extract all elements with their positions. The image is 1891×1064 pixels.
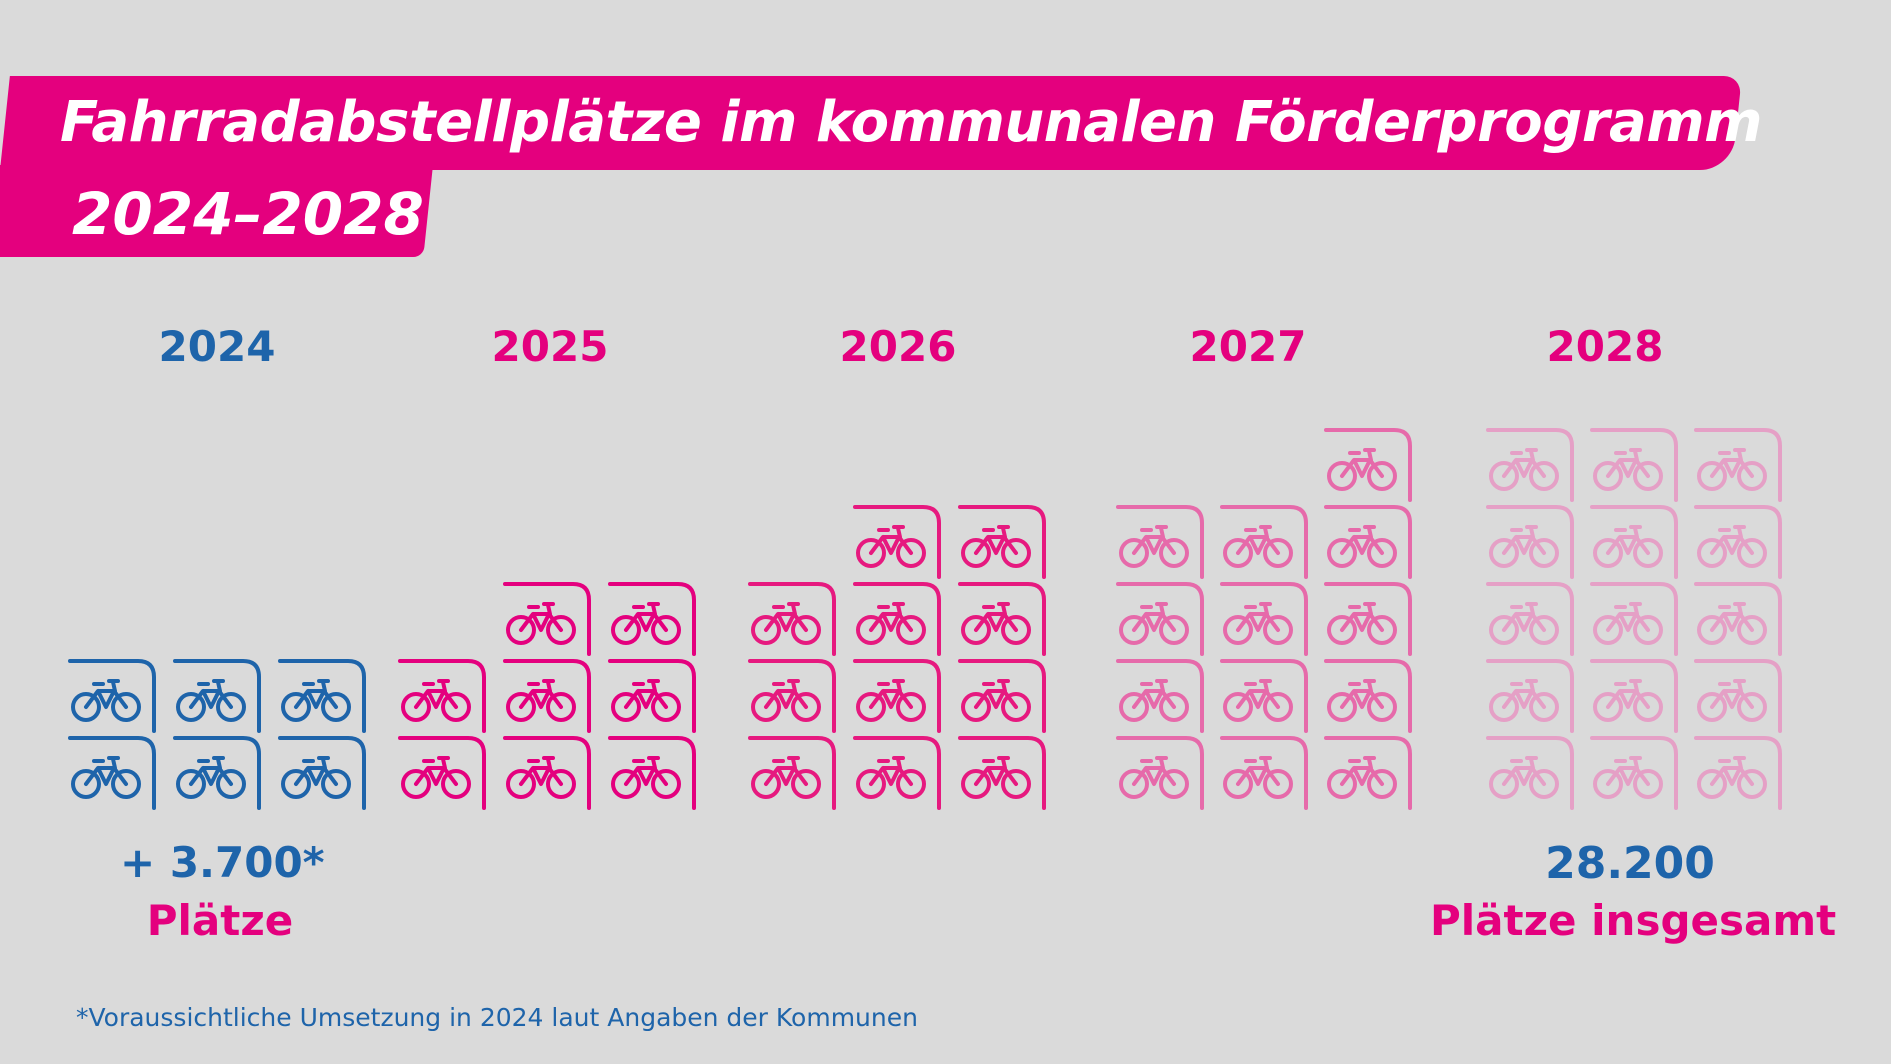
bike-parking-icon [1590, 428, 1678, 502]
bike-parking-icon [958, 582, 1046, 656]
bike-parking-icon [1324, 582, 1412, 656]
bike-parking-icon [1116, 659, 1204, 733]
first-year-value: + 3.700* [120, 838, 325, 887]
bike-parking-icon [1220, 736, 1308, 810]
bike-parking-icon [1220, 505, 1308, 579]
bike-parking-icon [748, 659, 836, 733]
footnote: *Voraussichtliche Umsetzung in 2024 laut… [76, 1003, 918, 1032]
year-label-2024: 2024 [158, 322, 276, 371]
bike-parking-icon [853, 505, 941, 579]
bike-parking-icon [1694, 505, 1782, 579]
bike-parking-icon [1590, 659, 1678, 733]
bike-parking-icon [748, 736, 836, 810]
bike-parking-icon [1116, 582, 1204, 656]
bike-parking-icon [1694, 582, 1782, 656]
bike-parking-icon [278, 736, 366, 810]
bike-parking-icon [853, 736, 941, 810]
bike-parking-icon [958, 736, 1046, 810]
bike-parking-icon [853, 582, 941, 656]
bike-parking-icon [503, 736, 591, 810]
year-label-2028: 2028 [1546, 322, 1664, 371]
bike-parking-icon [1220, 582, 1308, 656]
bike-parking-icon [853, 659, 941, 733]
bike-parking-icon [1324, 659, 1412, 733]
bike-parking-icon [68, 736, 156, 810]
bike-parking-icon [608, 582, 696, 656]
bike-parking-icon [1116, 736, 1204, 810]
bike-parking-icon [1694, 736, 1782, 810]
bike-parking-icon [1590, 736, 1678, 810]
total-value: 28.200 [1545, 838, 1715, 889]
bike-parking-icon [1590, 505, 1678, 579]
year-label-2027: 2027 [1189, 322, 1307, 371]
bike-parking-icon [1486, 582, 1574, 656]
bike-parking-icon [1486, 736, 1574, 810]
bike-parking-icon [958, 505, 1046, 579]
bike-parking-icon [398, 736, 486, 810]
bike-parking-icon [278, 659, 366, 733]
bike-parking-icon [1220, 659, 1308, 733]
bike-parking-icon [608, 736, 696, 810]
bike-parking-icon [1486, 659, 1574, 733]
bike-parking-icon [1486, 505, 1574, 579]
bike-parking-icon [1590, 582, 1678, 656]
bike-parking-icon [68, 659, 156, 733]
bike-parking-icon [398, 659, 486, 733]
total-unit: Plätze insgesamt [1430, 896, 1837, 945]
bike-parking-icon [1694, 659, 1782, 733]
bike-parking-icon [173, 659, 261, 733]
bike-parking-icon [608, 659, 696, 733]
chart-subtitle: 2024–2028 [72, 180, 424, 248]
bike-parking-icon [958, 659, 1046, 733]
bike-parking-icon [1694, 428, 1782, 502]
bike-parking-icon [1324, 505, 1412, 579]
chart-title: Fahrradabstellplätze im kommunalen Förde… [60, 90, 1762, 155]
bike-parking-icon [1116, 505, 1204, 579]
bike-parking-icon [748, 582, 836, 656]
first-year-unit: Plätze [146, 896, 294, 945]
bike-parking-icon [503, 582, 591, 656]
bike-parking-icon [503, 659, 591, 733]
bike-parking-icon [1324, 736, 1412, 810]
year-label-2025: 2025 [491, 322, 609, 371]
bike-parking-icon [1486, 428, 1574, 502]
bike-parking-icon [173, 736, 261, 810]
bike-parking-icon [1324, 428, 1412, 502]
year-label-2026: 2026 [839, 322, 957, 371]
